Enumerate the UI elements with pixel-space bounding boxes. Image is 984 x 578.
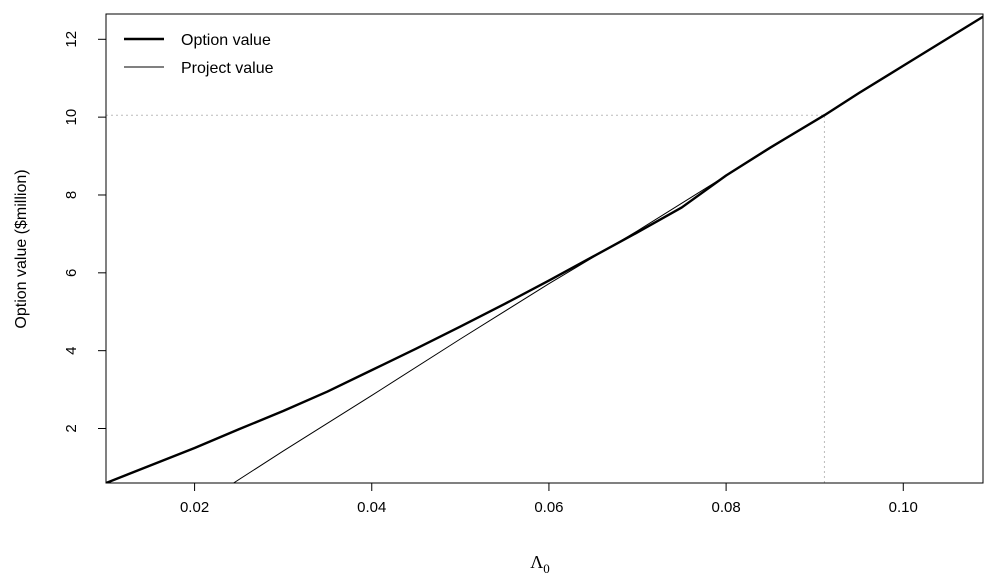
y-axis-title: Option value ($million)	[13, 169, 30, 328]
y-tick-label: 8	[63, 191, 80, 199]
legend: Option value Project value	[124, 32, 274, 77]
y-tick-label: 6	[63, 269, 80, 277]
legend-label-project-value: Project value	[181, 60, 274, 77]
plot-frame	[105, 13, 984, 484]
reference-lines	[106, 114, 825, 483]
y-tick-label: 12	[63, 31, 80, 48]
y-tick-label: 10	[63, 109, 80, 126]
legend-label-option-value: Option value	[181, 32, 271, 49]
series-layer	[106, 15, 983, 483]
x-tick-label: 0.06	[534, 499, 563, 516]
x-tick-label: 0.08	[711, 499, 740, 516]
x-axis: 0.02 0.04 0.06 0.08 0.10	[180, 483, 918, 516]
x-tick-label: 0.02	[180, 499, 209, 516]
x-axis-title-subscript: 0	[543, 561, 550, 576]
y-tick-label: 4	[63, 346, 80, 354]
x-axis-title-main: Λ	[530, 552, 543, 572]
series-line-option-value	[106, 15, 983, 483]
x-tick-label: 0.10	[889, 499, 918, 516]
series-line-project-value	[233, 16, 983, 483]
y-axis: 2 4 6 8 10 12	[63, 31, 106, 433]
x-tick-label: 0.04	[357, 499, 386, 516]
y-tick-label: 2	[63, 424, 80, 432]
x-axis-title: Λ0	[530, 552, 550, 576]
